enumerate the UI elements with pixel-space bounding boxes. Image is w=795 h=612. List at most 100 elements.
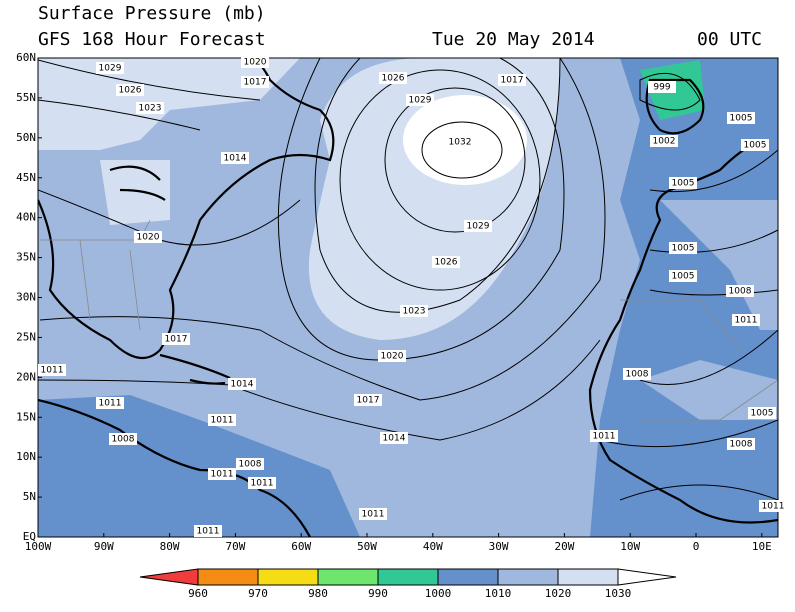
lon-label: 60W	[291, 540, 311, 553]
lon-label: 100W	[25, 540, 52, 553]
isobar-label: 1011	[211, 416, 234, 426]
map	[38, 58, 778, 537]
colorbar-segment	[377, 568, 439, 586]
isobar-label-bg	[669, 177, 697, 189]
isobar-label-bg	[748, 407, 776, 419]
colorbar-segment	[557, 568, 619, 586]
isobar-label-bg	[96, 62, 124, 74]
isobar-label-bg	[650, 135, 678, 147]
isobar-label: 1023	[403, 307, 426, 317]
isobar-label-bg	[648, 81, 676, 93]
colorbar-triangle	[139, 568, 199, 586]
isobar-label: 1014	[383, 434, 406, 444]
isobar-label-bg	[732, 314, 760, 326]
colorbar-label: 1030	[605, 587, 632, 600]
isobar-label: 1005	[730, 114, 753, 124]
colorbar-label: 980	[308, 587, 328, 600]
isobar-label-bg	[162, 333, 190, 345]
isobar-label: 1026	[435, 258, 458, 268]
colorbar-label: 990	[368, 587, 388, 600]
isobar-label-bg	[134, 231, 162, 243]
isobar-label: 1005	[751, 409, 774, 419]
isobar-label-bg	[109, 433, 137, 445]
isobar-label-bg	[354, 394, 382, 406]
lon-label: 70W	[225, 540, 245, 553]
isobar-label: 1017	[165, 335, 188, 345]
isobar-label-bg	[432, 256, 460, 268]
lat-label: 55N	[16, 91, 36, 104]
isobar-label: 1026	[382, 74, 405, 84]
isobar-label: 1002	[653, 137, 676, 147]
lon-label: 10W	[620, 540, 640, 553]
isobar-label-bg	[669, 270, 697, 282]
isobar-label: 999	[653, 83, 670, 93]
isobar-label: 1020	[381, 352, 404, 362]
colorbar-label: 970	[248, 587, 268, 600]
isobar-label: 1005	[672, 272, 695, 282]
isobar-label: 1023	[139, 104, 162, 114]
subtitle: GFS 168 Hour Forecast	[38, 29, 266, 50]
isobar-label-bg	[38, 364, 66, 376]
lon-label: 10E	[752, 540, 772, 553]
isobar-label: 1011	[211, 470, 234, 480]
lat-label: 20N	[16, 370, 36, 383]
isobar-label: 1011	[99, 399, 122, 409]
isobar-label-bg	[136, 102, 164, 114]
time: 00 UTC	[697, 29, 762, 50]
high-pressure-area	[38, 58, 300, 150]
isobar-label-bg	[228, 378, 256, 390]
lat-label: 25N	[16, 330, 36, 343]
isobar-label-bg	[208, 468, 236, 480]
isobar-label: 1011	[762, 502, 785, 512]
isobar-label: 1029	[409, 96, 432, 106]
isobar-label-bg	[741, 139, 769, 151]
lat-label: 35N	[16, 251, 36, 264]
isobar-label: 1014	[224, 154, 247, 164]
isobar-label: 1005	[672, 244, 695, 254]
isobar-label: 1029	[467, 222, 490, 232]
isobar-label-bg	[241, 76, 269, 88]
isobar-label: 1011	[41, 366, 64, 376]
isobar-label: 1017	[244, 78, 267, 88]
isobar-label: 1014	[231, 380, 254, 390]
isobar-label-bg	[359, 508, 387, 520]
isobar-label: 1005	[744, 141, 767, 151]
lon-label: 40W	[423, 540, 443, 553]
colorbar-label: 1020	[545, 587, 572, 600]
isobar-label: 1032	[449, 138, 472, 148]
isobar-label: 1017	[501, 76, 524, 86]
lon-label: 90W	[94, 540, 114, 553]
isobar-label-bg	[221, 152, 249, 164]
isobar-label: 1008	[112, 435, 135, 445]
lat-label: 40N	[16, 211, 36, 224]
isobar-label: 1020	[137, 233, 160, 243]
isobar-label: 1026	[119, 86, 142, 96]
isobar-label-bg	[406, 94, 434, 106]
isobar-label: 1011	[362, 510, 385, 520]
isobar-label: 1005	[672, 179, 695, 189]
isobar-label-bg	[96, 397, 124, 409]
isobar-label-bg	[379, 72, 407, 84]
isobar-label-bg	[194, 525, 222, 537]
isobar-label-bg	[727, 438, 755, 450]
isobar-label-bg	[116, 84, 144, 96]
isobar-label: 1008	[626, 370, 649, 380]
colorbar-label: 1000	[425, 587, 452, 600]
lon-label: 20W	[554, 540, 574, 553]
lat-label: 60N	[16, 51, 36, 64]
low-pressure-area	[38, 395, 360, 537]
colorbar-label: 960	[188, 587, 208, 600]
lon-label: 0	[693, 540, 700, 553]
isobar-label: 1011	[735, 316, 758, 326]
colorbar-segment	[257, 568, 319, 586]
isobar-label: 1011	[251, 479, 274, 489]
colorbar-segment	[197, 568, 259, 586]
isobar-label-bg	[759, 500, 787, 512]
isobar-label: 1011	[593, 432, 616, 442]
isobar-label-bg	[241, 56, 269, 68]
colorbar-triangle	[617, 568, 677, 586]
lat-label: 5N	[23, 490, 36, 503]
colorbar-segment	[317, 568, 379, 586]
isobar-label-bg	[378, 350, 406, 362]
